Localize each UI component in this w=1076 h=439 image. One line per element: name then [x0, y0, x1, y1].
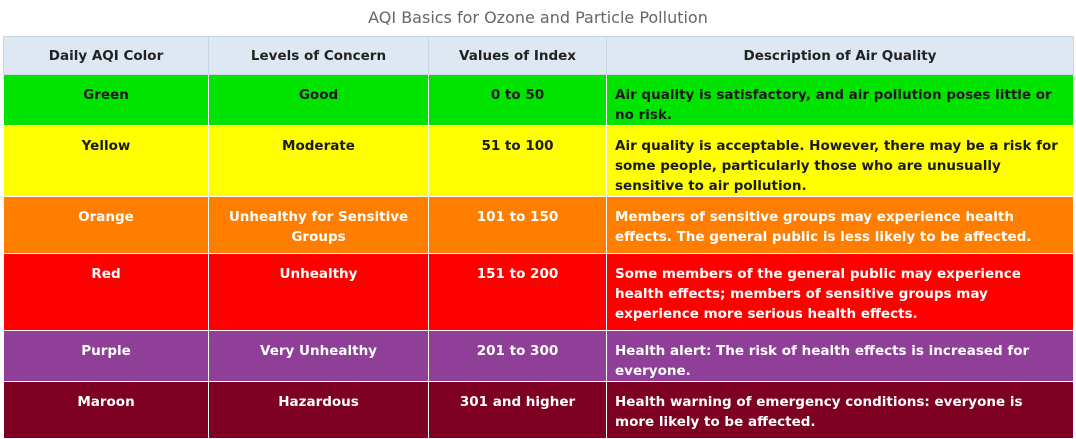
table-row-purple: Purple Very Unhealthy 201 to 300 Health … — [3, 330, 1074, 382]
cell-range: 201 to 300 — [428, 330, 607, 382]
cell-description: Air quality is satisfactory, and air pol… — [606, 74, 1074, 126]
cell-level: Very Unhealthy — [208, 330, 429, 382]
cell-range: 101 to 150 — [428, 196, 607, 254]
table-title: AQI Basics for Ozone and Particle Pollut… — [368, 8, 708, 27]
cell-range: 0 to 50 — [428, 74, 607, 126]
cell-color: Purple — [3, 330, 209, 382]
header-levels-of-concern: Levels of Concern — [208, 36, 429, 75]
cell-range: 301 and higher — [428, 381, 607, 439]
table-header-row: Daily AQI Color Levels of Concern Values… — [3, 36, 1074, 75]
cell-color: Maroon — [3, 381, 209, 439]
cell-description: Some members of the general public may e… — [606, 253, 1074, 331]
cell-range: 51 to 100 — [428, 125, 607, 197]
header-values-of-index: Values of Index — [428, 36, 607, 75]
table-row-maroon: Maroon Hazardous 301 and higher Health w… — [3, 381, 1074, 439]
cell-level: Hazardous — [208, 381, 429, 439]
aqi-table: Daily AQI Color Levels of Concern Values… — [3, 36, 1074, 439]
cell-level: Unhealthy — [208, 253, 429, 331]
cell-color: Orange — [3, 196, 209, 254]
cell-color: Yellow — [3, 125, 209, 197]
cell-level: Moderate — [208, 125, 429, 197]
table-row-green: Green Good 0 to 50 Air quality is satisf… — [3, 74, 1074, 126]
header-daily-aqi-color: Daily AQI Color — [3, 36, 209, 75]
table-row-red: Red Unhealthy 151 to 200 Some members of… — [3, 253, 1074, 331]
cell-color: Red — [3, 253, 209, 331]
cell-range: 151 to 200 — [428, 253, 607, 331]
header-description: Description of Air Quality — [606, 36, 1074, 75]
cell-description: Health alert: The risk of health effects… — [606, 330, 1074, 382]
cell-level: Unhealthy for Sensitive Groups — [208, 196, 429, 254]
table-row-orange: Orange Unhealthy for Sensitive Groups 10… — [3, 196, 1074, 254]
cell-description: Members of sensitive groups may experien… — [606, 196, 1074, 254]
cell-description: Health warning of emergency conditions: … — [606, 381, 1074, 439]
cell-level: Good — [208, 74, 429, 126]
table-row-yellow: Yellow Moderate 51 to 100 Air quality is… — [3, 125, 1074, 197]
cell-color: Green — [3, 74, 209, 126]
cell-description: Air quality is acceptable. However, ther… — [606, 125, 1074, 197]
